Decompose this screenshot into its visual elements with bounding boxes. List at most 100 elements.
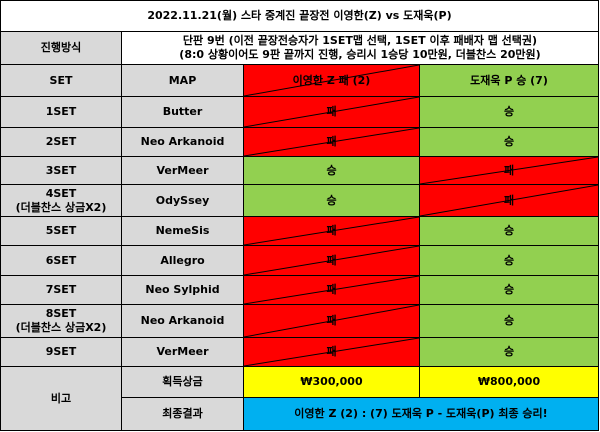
- prize-label: 획득상금: [121, 366, 244, 398]
- cell-text: 승: [503, 105, 515, 118]
- result-cell: 승: [419, 275, 599, 305]
- cross-line: [420, 157, 598, 184]
- cell-text: 6SET: [45, 253, 77, 267]
- cell-text: MAP: [168, 73, 197, 87]
- cross-line: [420, 157, 598, 184]
- cross-line: [244, 65, 419, 96]
- cell-text: VerMeer: [156, 345, 209, 358]
- final-result: 이영한 Z (2) : (7) 도재욱 P - 도재욱(P) 최종 승리!: [243, 397, 599, 431]
- result-cell: 승: [243, 156, 420, 185]
- header-player: 이영한 Z 패 (2): [243, 64, 420, 97]
- cell-text: 이영한 Z (2) : (7) 도재욱 P - 도재욱(P) 최종 승리!: [294, 407, 548, 420]
- cell-text: 패: [503, 193, 515, 207]
- result-cell: 패: [243, 216, 420, 246]
- result-cell: 승: [419, 96, 599, 128]
- cell-text: (8:0 상황이어도 9판 끝까지 진행, 승리시 1승당 10만원, 더블찬스…: [179, 48, 541, 61]
- cell-text: 승: [326, 163, 337, 177]
- cell-text: 패: [326, 135, 337, 148]
- cross-line: [244, 276, 419, 304]
- cell-text: 도재욱 P 승 (7): [470, 73, 548, 87]
- cell-text: 패: [326, 314, 337, 327]
- cell-text: 8SET: [45, 307, 77, 320]
- cell-text: 승: [503, 224, 515, 237]
- set-label: 4SET (더블찬스 상금X2): [0, 184, 122, 217]
- set-label: 5SET: [0, 216, 122, 246]
- cross-line: [244, 97, 419, 127]
- result-cell: 승: [243, 184, 420, 217]
- prize-value: ₩300,000: [243, 366, 420, 398]
- cell-text: 획득상금: [162, 375, 203, 388]
- cell-text: ₩300,000: [300, 375, 363, 388]
- result-cell: 승: [419, 245, 599, 276]
- cross-line: [420, 185, 598, 216]
- cell-text: 7SET: [45, 283, 77, 296]
- cross-line: [244, 338, 419, 366]
- cell-text: SET: [49, 73, 73, 87]
- cell-text: 1SET: [45, 105, 77, 118]
- cell-text: 이영한 Z 패 (2): [292, 73, 371, 87]
- header-map: MAP: [121, 64, 244, 97]
- header-player: 도재욱 P 승 (7): [419, 64, 599, 97]
- cell-text: 5SET: [45, 224, 77, 237]
- rules-label: 진행방식: [0, 31, 122, 65]
- map-name: Neo Arkanoid: [121, 304, 244, 338]
- cell-text: 4SET: [45, 186, 77, 200]
- rules-text: 단판 9번 (이전 끝장전승자가 1SET맵 선택, 1SET 이후 패배자 맵…: [121, 31, 599, 65]
- cell-text: (더블찬스 상금X2): [15, 200, 107, 214]
- result-cell: 승: [419, 127, 599, 157]
- cell-text: 비고: [50, 391, 72, 405]
- cross-line: [244, 97, 419, 127]
- cell-text: 승: [503, 345, 515, 358]
- result-cell: 승: [419, 304, 599, 338]
- map-name: Neo Sylphid: [121, 275, 244, 305]
- set-label: 1SET: [0, 96, 122, 128]
- cross-line: [244, 65, 419, 96]
- cross-line: [244, 128, 419, 156]
- cell-text: ₩800,000: [477, 375, 541, 388]
- cell-text: 패: [326, 224, 337, 237]
- cell-text: 진행방식: [40, 41, 82, 54]
- map-name: OdySsey: [121, 184, 244, 217]
- title: 2022.11.21(월) 스타 중계진 끝장전 이영한(Z) vs 도재욱(P…: [0, 0, 599, 32]
- cell-text: Butter: [162, 105, 203, 118]
- cell-text: Allegro: [160, 253, 205, 267]
- result-cell: 패: [419, 156, 599, 185]
- map-name: NemeSis: [121, 216, 244, 246]
- cell-text: OdySsey: [155, 193, 210, 207]
- cross-line: [244, 246, 419, 275]
- set-label: 2SET: [0, 127, 122, 157]
- result-cell: 패: [419, 184, 599, 217]
- cell-text: 3SET: [45, 163, 77, 177]
- cell-text: VerMeer: [156, 163, 209, 177]
- cell-text: Neo Sylphid: [145, 283, 220, 296]
- cell-text: Neo Arkanoid: [140, 135, 225, 148]
- map-name: Butter: [121, 96, 244, 128]
- cross-line: [244, 246, 419, 275]
- cell-text: 단판 9번 (이전 끝장전승자가 1SET맵 선택, 1SET 이후 패배자 맵…: [182, 34, 538, 47]
- cell-text: 2SET: [45, 135, 77, 148]
- cell-text: NemeSis: [155, 224, 210, 237]
- result-cell: 패: [243, 275, 420, 305]
- cross-line: [244, 305, 419, 337]
- cell-text: 승: [503, 135, 515, 148]
- map-name: Allegro: [121, 245, 244, 276]
- result-cell: 패: [243, 127, 420, 157]
- set-label: 9SET: [0, 337, 122, 367]
- cross-line: [244, 305, 419, 337]
- cross-line: [420, 185, 598, 216]
- cell-text: 승: [326, 193, 337, 207]
- cross-line: [244, 276, 419, 304]
- cell-text: 패: [326, 345, 337, 358]
- prize-value: ₩800,000: [419, 366, 599, 398]
- map-name: VerMeer: [121, 337, 244, 367]
- cell-text: (더블찬스 상금X2): [15, 321, 107, 334]
- result-cell: 패: [243, 245, 420, 276]
- cell-text: 패: [326, 253, 337, 267]
- cross-line: [244, 128, 419, 156]
- set-label: 7SET: [0, 275, 122, 305]
- cell-text: 승: [503, 314, 515, 327]
- cross-line: [244, 217, 419, 245]
- result-cell: 패: [243, 337, 420, 367]
- cell-text: 2022.11.21(월) 스타 중계진 끝장전 이영한(Z) vs 도재욱(P…: [147, 9, 452, 22]
